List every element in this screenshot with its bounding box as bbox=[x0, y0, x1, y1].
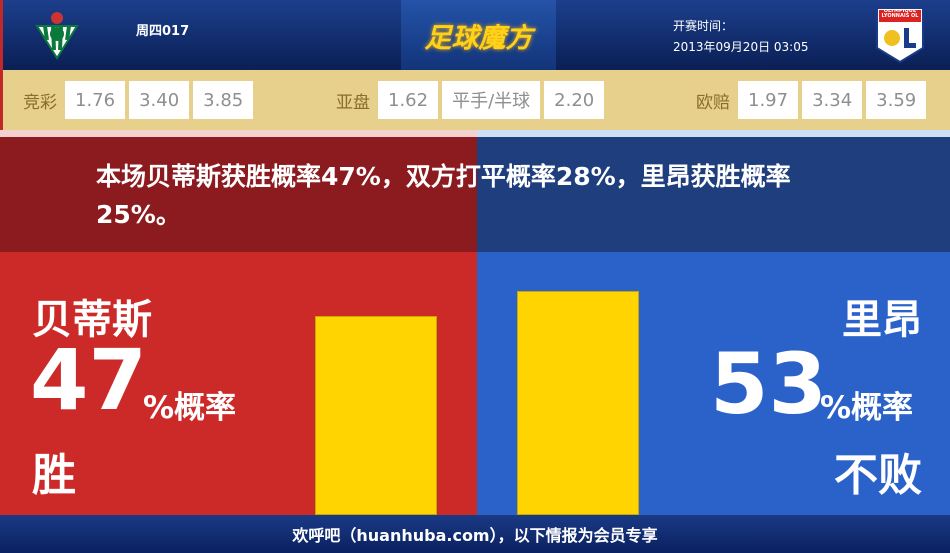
summary-bg-away bbox=[477, 137, 950, 252]
match-code: 周四017 bbox=[136, 24, 190, 39]
away-probability-bar bbox=[517, 291, 639, 515]
away-percent: 53 bbox=[710, 335, 827, 433]
olympique-lyonnais-logo: OLYMPIQUE LYONNAIS OL bbox=[875, 6, 925, 64]
odds-value: 3.34 bbox=[802, 81, 863, 119]
header: 周四017 足球魔方 开赛时间： 2013年09月20日 03:05 OLYMP… bbox=[0, 0, 950, 70]
odds-group-oupei: 欧赔 1.97 3.34 3.59 bbox=[696, 81, 927, 119]
kickoff-time: 2013年09月20日 03:05 bbox=[673, 40, 809, 54]
home-percent: 47 bbox=[30, 331, 147, 429]
odds-label: 亚盘 bbox=[336, 92, 370, 113]
divider bbox=[0, 130, 477, 137]
real-betis-logo-icon bbox=[35, 12, 79, 60]
away-panel: 里昂 53 %概率 不败 bbox=[477, 252, 950, 515]
probability-summary: 本场贝蒂斯获胜概率47%，双方打平概率28%，里昂获胜概率25%。 bbox=[96, 162, 791, 229]
odds-value: 3.85 bbox=[193, 81, 254, 119]
odds-value: 3.40 bbox=[129, 81, 190, 119]
brand-logo: 足球魔方 bbox=[401, 0, 556, 70]
home-percent-suffix: %概率 bbox=[143, 390, 237, 426]
divider bbox=[477, 130, 950, 137]
odds-label: 欧赔 bbox=[696, 92, 730, 113]
away-team-name: 里昂 bbox=[842, 297, 922, 343]
odds-value: 3.59 bbox=[866, 81, 927, 119]
away-percent-suffix: %概率 bbox=[820, 390, 914, 426]
footer-banner[interactable]: 欢呼吧（huanhuba.com），以下情报为会员专享 bbox=[0, 515, 950, 553]
kickoff-label: 开赛时间： bbox=[673, 19, 734, 33]
odds-value: 1.62 bbox=[378, 81, 439, 119]
odds-group-jingcai: 竞彩 1.76 3.40 3.85 bbox=[23, 81, 254, 119]
odds-value: 平手/半球 bbox=[442, 81, 541, 119]
odds-value: 2.20 bbox=[544, 81, 605, 119]
odds-value: 1.76 bbox=[65, 81, 126, 119]
home-outcome: 胜 bbox=[32, 450, 76, 501]
home-team-name: 贝蒂斯 bbox=[32, 297, 152, 343]
home-panel: 贝蒂斯 47 %概率 胜 bbox=[0, 252, 477, 515]
olympique-lyonnais-logo-icon bbox=[876, 7, 924, 64]
odds-bar: 竞彩 1.76 3.40 3.85 亚盘 1.62 平手/半球 2.20 欧赔 … bbox=[0, 70, 950, 130]
odds-group-yapan: 亚盘 1.62 平手/半球 2.20 bbox=[336, 81, 605, 119]
odds-label: 竞彩 bbox=[23, 92, 57, 113]
away-outcome: 不败 bbox=[834, 450, 922, 501]
summary-bg-home bbox=[0, 137, 477, 252]
home-probability-bar bbox=[315, 316, 437, 515]
away-logo-text: OLYMPIQUE LYONNAIS OL bbox=[881, 9, 919, 19]
odds-value: 1.97 bbox=[738, 81, 799, 119]
